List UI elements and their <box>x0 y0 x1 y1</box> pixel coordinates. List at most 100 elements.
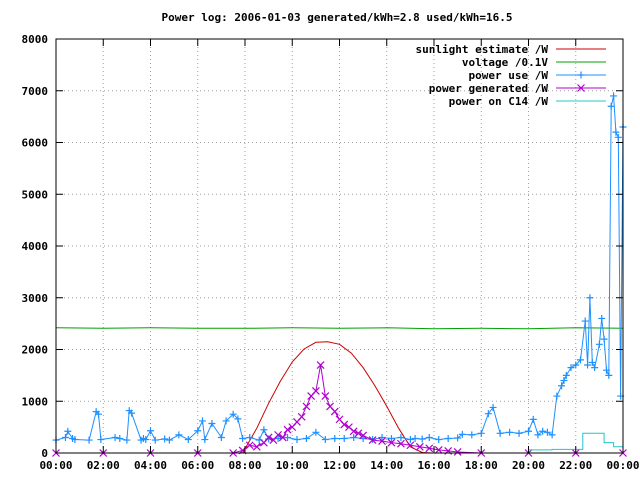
series-line <box>55 327 624 330</box>
data-point <box>614 133 622 141</box>
data-point <box>560 377 568 385</box>
x-tick-label: 00:00 <box>606 459 639 472</box>
data-point <box>586 294 594 302</box>
y-tick-label: 7000 <box>22 85 49 98</box>
data-point <box>312 428 320 436</box>
data-point <box>612 128 620 136</box>
data-point <box>425 444 434 453</box>
x-tick-label: 04:00 <box>134 459 167 472</box>
data-point <box>359 431 368 440</box>
data-point <box>111 433 119 441</box>
data-point <box>302 435 310 443</box>
data-point <box>64 427 72 435</box>
x-tick-label: 02:00 <box>87 459 120 472</box>
data-point <box>252 442 261 451</box>
series-line <box>242 341 432 454</box>
y-tick-label: 6000 <box>22 137 49 150</box>
data-point <box>201 436 209 444</box>
data-point <box>264 433 273 442</box>
data-point <box>194 427 202 435</box>
data-point <box>595 340 603 348</box>
data-point <box>350 433 358 441</box>
data-point <box>584 361 592 369</box>
x-tick-label: 16:00 <box>417 459 450 472</box>
data-point <box>591 364 599 372</box>
data-point <box>411 435 419 443</box>
y-tick-label: 2000 <box>22 344 49 357</box>
data-point <box>607 102 615 110</box>
data-point <box>378 437 386 446</box>
data-point <box>142 436 150 444</box>
data-point <box>311 386 320 395</box>
data-point <box>278 433 287 442</box>
data-point <box>506 428 514 436</box>
data-point <box>602 366 610 374</box>
y-tick-label: 4000 <box>22 240 49 253</box>
data-point <box>161 435 169 443</box>
data-point <box>293 436 301 444</box>
data-point <box>515 429 523 437</box>
legend-label: power generated /W <box>429 82 549 95</box>
data-point <box>222 417 230 425</box>
data-point <box>321 392 330 400</box>
data-point <box>562 371 570 379</box>
data-point <box>184 436 192 444</box>
data-point <box>572 361 580 369</box>
data-point <box>415 442 424 451</box>
data-point <box>128 409 136 417</box>
data-point <box>529 415 537 423</box>
data-point <box>349 427 358 436</box>
data-point <box>553 392 561 400</box>
data-point <box>525 427 532 435</box>
grid-lines <box>56 39 623 453</box>
legend-marker <box>577 84 585 92</box>
data-point <box>484 410 492 418</box>
data-point <box>71 436 79 444</box>
data-point <box>85 436 93 444</box>
data-point <box>229 410 237 418</box>
data-point <box>340 435 348 443</box>
axis-ticks: 00:00 02:00 04:00 06:00 08:00 10:00 12:00 14:00… <box>22 33 640 472</box>
x-tick-label: 08:00 <box>228 459 261 472</box>
data-point <box>576 356 584 364</box>
data-point <box>534 431 542 439</box>
data-point <box>496 429 504 437</box>
series-2 <box>55 327 624 330</box>
data-point <box>567 364 575 372</box>
data-point <box>283 425 292 434</box>
y-tick-label: 3000 <box>22 292 49 305</box>
data-point <box>425 433 433 441</box>
data-point <box>368 436 377 444</box>
data-point <box>435 436 443 444</box>
series-1 <box>242 341 432 454</box>
data-point <box>468 431 476 439</box>
data-point <box>588 358 596 366</box>
y-tick-label: 1000 <box>22 395 49 408</box>
legend-marker <box>577 71 585 79</box>
data-point <box>454 434 462 442</box>
data-point <box>548 431 556 439</box>
data-point <box>147 427 154 435</box>
data-point <box>340 420 349 429</box>
data-point <box>217 433 225 441</box>
data-point <box>378 433 386 441</box>
data-point <box>61 433 69 441</box>
data-point <box>610 92 618 100</box>
x-tick-label: 10:00 <box>276 459 309 472</box>
data-point <box>316 361 325 369</box>
data-point <box>97 436 105 444</box>
x-tick-label: 20:00 <box>512 459 545 472</box>
data-point <box>354 429 363 438</box>
data-point <box>444 435 452 443</box>
data-point <box>434 445 443 454</box>
data-point <box>302 402 311 411</box>
legend-label: voltage /0.1V <box>462 56 548 69</box>
data-point <box>489 403 497 411</box>
data-point <box>418 435 426 443</box>
x-tick-label: 06:00 <box>181 459 214 472</box>
data-point <box>406 441 415 450</box>
y-tick-label: 0 <box>41 447 48 460</box>
data-point <box>387 438 396 447</box>
data-point <box>165 436 173 444</box>
